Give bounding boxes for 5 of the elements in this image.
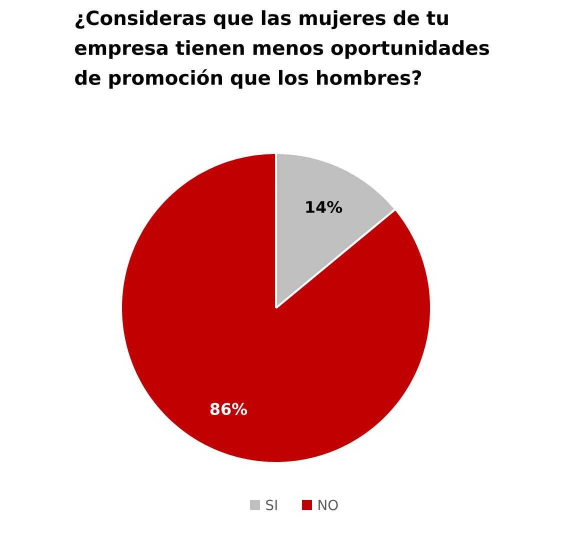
data-label: 86% (210, 402, 248, 415)
chart-title: ¿Consideras que las mujeres de tu empresa tienen menos oportunidades de promoción que los hombres? (75, 10, 490, 89)
legend-label: SI (266, 500, 277, 510)
legend-label: NO (318, 500, 338, 510)
data-label: 14% (306, 200, 342, 214)
